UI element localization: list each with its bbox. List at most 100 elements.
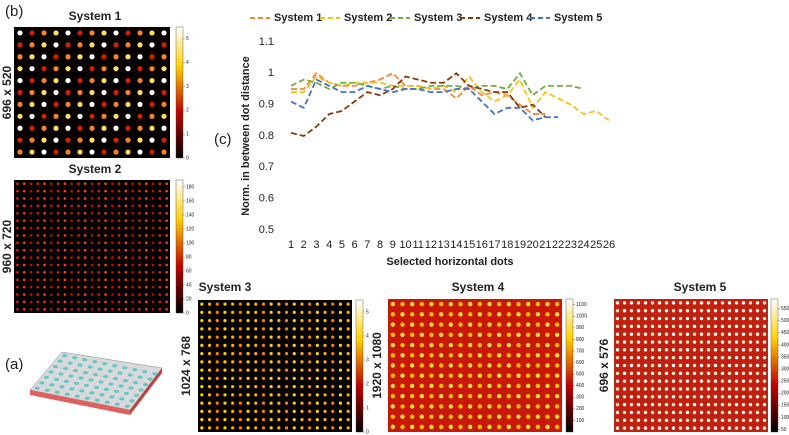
dot [137,77,143,84]
dot [713,332,718,336]
dot [117,300,121,304]
dot [161,77,167,84]
dot [36,234,40,237]
dot [545,322,550,327]
dot [525,424,531,430]
colorbar-tick-label: 160 [186,198,195,204]
dot [734,363,739,368]
dot [727,309,732,313]
dot [438,322,444,327]
dot [137,30,143,36]
dot [400,393,405,399]
dot [254,385,258,389]
plate-dot [64,392,70,396]
dot [101,77,107,84]
dot [643,309,648,313]
dot [231,319,235,323]
dot [487,301,492,307]
dot [89,66,95,72]
dot [111,211,114,215]
dot [685,379,690,383]
dot [535,301,541,307]
dot [720,371,725,376]
dot [50,241,53,245]
dot [706,340,711,344]
dot [22,293,26,296]
dot [741,410,746,415]
dot [83,278,87,282]
dot [215,302,219,306]
dot [138,197,141,200]
dot [117,211,121,215]
dot [622,348,627,352]
dot [77,66,83,72]
dot [17,113,23,119]
dot [622,332,627,336]
dot [111,308,114,311]
dot [277,310,281,314]
dot [685,355,690,360]
dot [125,77,131,84]
dot [467,404,473,409]
dot [43,308,46,311]
dot [535,322,541,327]
dot [458,424,463,430]
dot [487,322,492,327]
dot [238,393,242,397]
x-tick-label: 11 [412,239,423,251]
colorbar-tick-label: 5 [186,36,189,42]
dot [207,418,212,422]
dot [496,393,502,399]
dot [429,424,434,430]
dot [151,293,155,296]
plate-dot [77,363,83,367]
dot [458,342,463,348]
dot [207,335,212,339]
dot [215,343,219,347]
dot [158,300,162,304]
dot [83,300,87,304]
dot [629,379,634,383]
dot [22,197,26,200]
dot [246,335,250,339]
dot [762,363,767,368]
dot [158,197,162,200]
dot [292,319,296,323]
x-tick-label: 22 [552,239,564,251]
dot [284,335,289,339]
plate-dot [59,385,65,389]
dot [200,376,204,380]
dot [151,271,155,274]
dot [292,343,296,347]
dot [65,101,71,108]
dot [755,379,760,383]
dot [77,308,80,311]
dot [50,182,53,185]
dot [43,271,46,274]
dot [223,310,227,314]
dot [438,342,444,348]
dot [131,248,134,252]
dot [419,342,425,348]
dot [90,263,94,267]
dot [338,385,343,389]
dot [657,363,662,368]
dot [671,324,676,329]
dot [535,393,541,399]
dot [77,137,83,143]
dot [29,89,35,96]
dot [554,353,560,358]
dot [41,125,47,131]
dot [338,319,343,323]
dot [636,395,641,399]
dot [390,322,396,327]
dot [487,342,492,348]
dot [506,373,512,378]
dot [83,293,87,296]
dot [56,263,60,267]
dot [50,226,53,230]
dot [56,241,60,245]
dot [131,278,134,282]
dot [535,383,541,389]
dot [70,278,73,282]
